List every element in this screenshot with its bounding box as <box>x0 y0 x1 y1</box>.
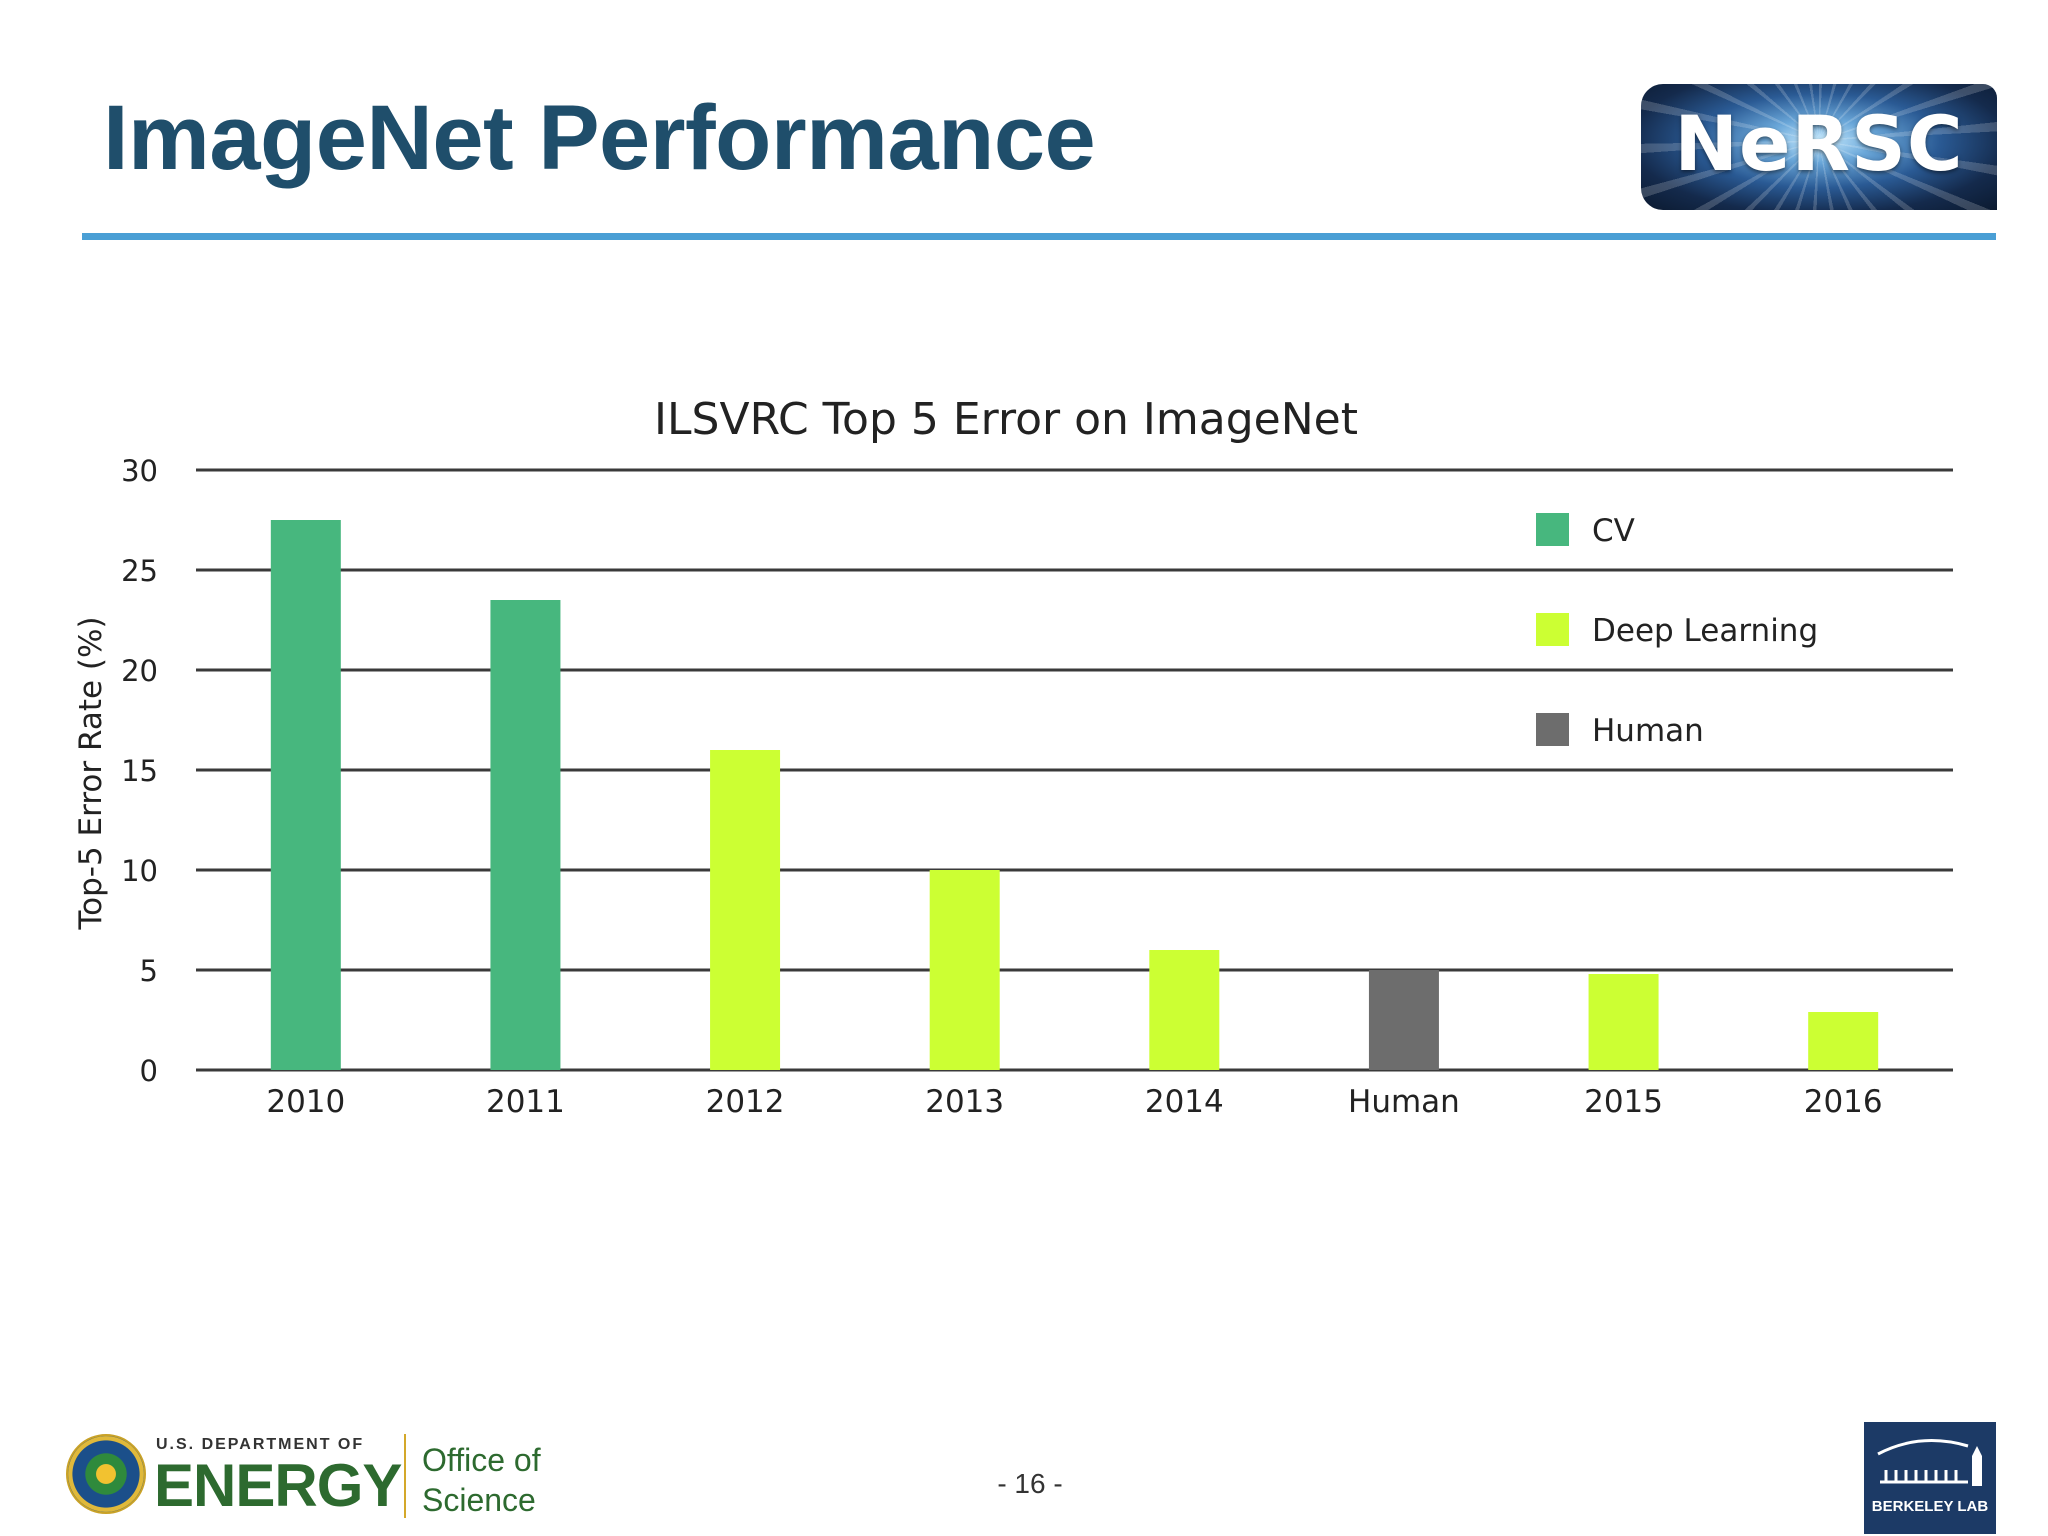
legend-swatch <box>1536 613 1569 646</box>
y-tick-label: 10 <box>121 854 158 888</box>
slide-title: ImageNet Performance <box>103 87 1096 189</box>
nersc-logo: NeRSC <box>1641 84 1997 210</box>
legend-swatch <box>1536 713 1569 746</box>
doe-office-text: Office of Science <box>422 1440 541 1520</box>
doe-logo: U.S. DEPARTMENT OF ENERGY Office of Scie… <box>66 1426 556 1522</box>
doe-department-text: U.S. DEPARTMENT OF <box>156 1436 365 1453</box>
y-tick-label: 0 <box>140 1054 158 1088</box>
nersc-logo-rays <box>1641 84 1997 210</box>
gridlines <box>196 468 1953 1072</box>
nersc-logo-text: NeRSC <box>1674 99 1964 188</box>
doe-divider <box>404 1434 406 1518</box>
x-tick-label: 2011 <box>486 1084 565 1120</box>
bar-2011 <box>490 600 561 1070</box>
y-tick-label: 25 <box>121 554 158 588</box>
legend-label: Human <box>1592 713 1704 749</box>
legend-swatch <box>1536 513 1569 546</box>
legend-label: Deep Learning <box>1592 613 1818 649</box>
bar-2012 <box>710 750 781 1070</box>
berkeley-campanile-icon <box>1877 1439 1982 1486</box>
bar-2016 <box>1808 1012 1879 1070</box>
y-tick-label: 20 <box>121 654 158 688</box>
x-tick-label: 2015 <box>1584 1084 1663 1120</box>
chart-title: ILSVRC Top 5 Error on ImageNet <box>654 394 1358 445</box>
bar-2015 <box>1588 974 1659 1070</box>
bar-human <box>1368 970 1439 1070</box>
x-tick-label: 2014 <box>1145 1084 1224 1120</box>
bar-2010 <box>270 520 341 1070</box>
bars <box>270 520 1879 1070</box>
x-tick-labels: 2010 2011 2012 2013 2014 Human 2015 2016 <box>266 1084 1882 1120</box>
berkeley-lab-logo: BERKELEY LAB <box>1864 1422 1996 1534</box>
bar-2013 <box>929 870 1000 1070</box>
doe-office-line1: Office of <box>422 1442 541 1478</box>
legend: CV Deep Learning Human <box>1536 513 1818 749</box>
y-tick-labels: 0 5 10 15 20 25 30 <box>121 454 158 1088</box>
y-tick-label: 30 <box>121 454 158 488</box>
bar-2014 <box>1149 950 1220 1070</box>
title-rule <box>82 233 1996 240</box>
legend-label: CV <box>1592 513 1635 549</box>
x-tick-label: 2016 <box>1804 1084 1883 1120</box>
y-tick-label: 15 <box>121 754 158 788</box>
y-axis-label: Top-5 Error Rate (%) <box>73 616 109 930</box>
x-tick-label: 2013 <box>925 1084 1004 1120</box>
doe-office-line2: Science <box>422 1482 536 1518</box>
page-number: - 16 - <box>997 1468 1063 1499</box>
x-tick-label: Human <box>1348 1084 1460 1120</box>
x-tick-label: 2012 <box>706 1084 785 1120</box>
doe-seal-icon <box>66 1434 146 1514</box>
berkeley-lab-text: BERKELEY LAB <box>1871 1498 1989 1515</box>
doe-energy-text: ENERGY <box>154 1452 402 1519</box>
x-tick-label: 2010 <box>266 1084 345 1120</box>
y-tick-label: 5 <box>140 954 158 988</box>
